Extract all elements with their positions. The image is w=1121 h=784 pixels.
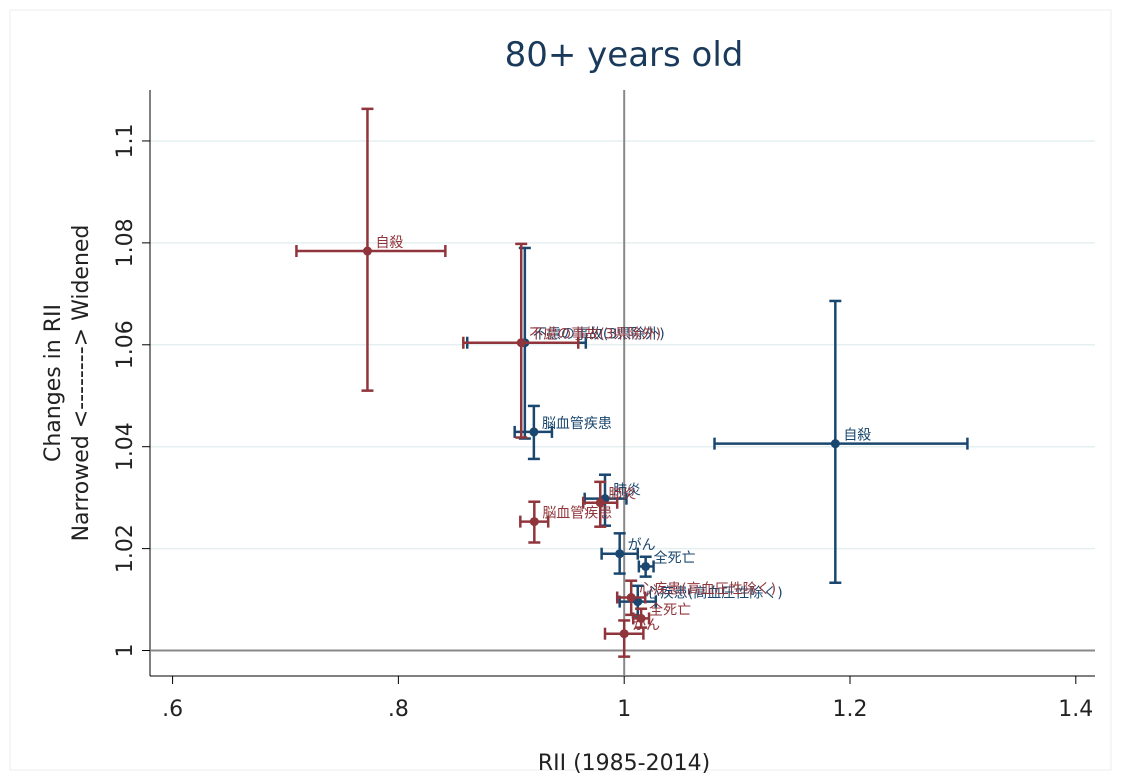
y-axis-label: Changes in RII — [41, 304, 66, 462]
x-tick-label: 1.2 — [833, 697, 868, 722]
point-label: 自殺 — [375, 235, 403, 251]
point — [830, 439, 840, 449]
error-bar-x — [713, 437, 969, 450]
x-tick-label: .6 — [162, 697, 183, 722]
point-label: 心疾患(高血圧性除く) — [646, 585, 783, 602]
point-label: 脳血管疾患 — [542, 416, 612, 432]
y-tick-label: 1.1 — [113, 123, 138, 158]
point-label: 不慮の事故(3県除外) — [529, 327, 661, 343]
point-label: 不慮の事故(3県除外) — [533, 327, 665, 343]
y-tick-label: 1.08 — [113, 218, 138, 267]
y-tick-label: 1.06 — [113, 320, 138, 369]
point — [619, 629, 629, 639]
chart-title: 80+ years old — [505, 35, 744, 75]
y-axis-label: Narrowed <--------> Widened — [69, 225, 94, 542]
x-tick-label: 1 — [617, 697, 631, 722]
point-label: 心疾患(高血圧性除く) — [639, 581, 776, 598]
point — [626, 593, 636, 603]
point — [529, 517, 539, 527]
point-label: 全死亡 — [649, 601, 691, 618]
x-axis-label: RII (1985-2014) — [538, 751, 710, 776]
point — [362, 246, 372, 256]
error-bar-y — [618, 619, 631, 658]
point-label: 自殺 — [843, 428, 871, 444]
point-label: 肺炎 — [608, 487, 636, 503]
point — [633, 597, 643, 607]
point-label: がん — [632, 618, 660, 634]
x-tick-label: 1.4 — [1058, 697, 1093, 722]
point-label: 脳血管疾患 — [542, 506, 612, 522]
point — [641, 561, 651, 571]
point-label: 全死亡 — [654, 549, 696, 566]
point-label: がん — [628, 538, 656, 554]
y-tick-label: 1 — [113, 644, 138, 658]
point — [595, 498, 605, 508]
y-tick-label: 1.02 — [113, 524, 138, 573]
y-tick-label: 1.04 — [113, 422, 138, 471]
frame — [9, 9, 1112, 771]
point-label: 肺炎 — [613, 483, 641, 499]
point — [516, 338, 526, 348]
point — [636, 613, 646, 623]
x-tick-label: .8 — [388, 697, 409, 722]
point — [529, 427, 539, 437]
point — [615, 549, 625, 559]
